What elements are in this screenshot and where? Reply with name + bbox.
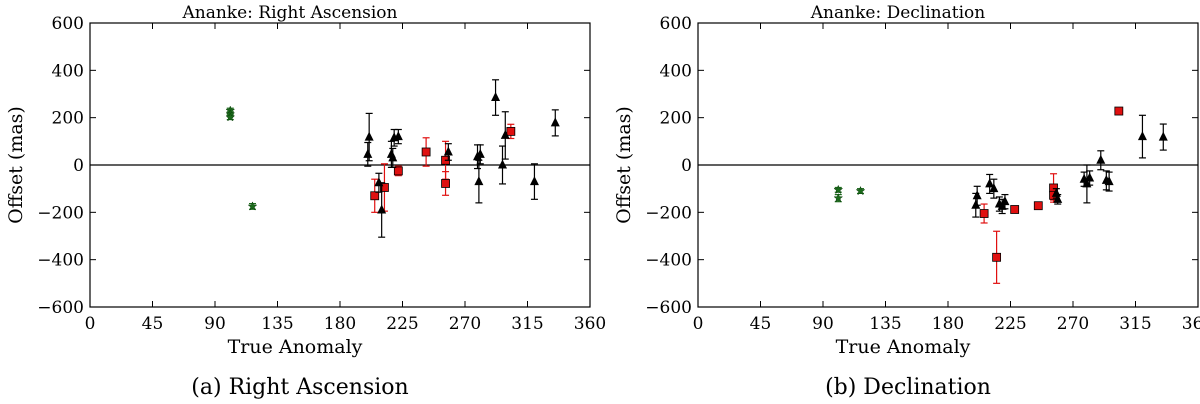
caption-declination: (b) Declination (825, 375, 991, 400)
x-tick-label: 270 (449, 314, 481, 334)
x-tick-label: 135 (869, 314, 901, 334)
black-triangle-point (443, 146, 453, 156)
x-tick-label: 360 (1182, 314, 1200, 334)
black-triangle-point (971, 199, 981, 209)
red-square-point (370, 191, 380, 201)
y-tick-label: −400 (645, 251, 692, 271)
y-tick-label: −400 (37, 251, 84, 271)
plot-frame (89, 22, 591, 308)
black-triangle-point (1137, 131, 1147, 141)
black-triangle-point (393, 131, 403, 141)
chart-right-ascension: Ananke: Right Ascension 0 45 90 135 180 225 270… (5, 3, 606, 358)
x-tick-label: 135 (261, 314, 293, 334)
y-axis-label: Offset (mas) (5, 106, 27, 224)
black-triangle-point (364, 131, 374, 141)
black-triangle-point (972, 190, 982, 200)
x-tick-label: 270 (1057, 314, 1089, 334)
y-tick-label: 400 (52, 61, 84, 81)
y-axis-label: Offset (mas) (613, 106, 635, 224)
y-tick-label: −200 (645, 203, 692, 223)
x-tick-label: 45 (750, 314, 772, 334)
red-square-point (506, 126, 516, 136)
red-square-point (421, 147, 431, 157)
black-triangle-point (474, 176, 484, 186)
black-triangle-point (491, 92, 501, 102)
x-tick-label: 0 (693, 314, 704, 334)
chart-declination: Ananke: Declination 0 45 90 135 180 225 270 315 3… (613, 3, 1200, 358)
chart-title: Ananke: Declination (810, 3, 985, 23)
x-tick-label: 180 (932, 314, 964, 334)
y-tick-label: −600 (37, 298, 84, 318)
x-axis-label: True Anomaly (836, 336, 971, 358)
x-tick-label: 90 (812, 314, 834, 334)
black-triangle-point (529, 176, 539, 186)
x-tick-label: 225 (386, 314, 418, 334)
plot-frame (697, 22, 1199, 308)
green-star-point (833, 184, 844, 195)
y-tick-label: 0 (73, 156, 84, 176)
black-triangle-point (498, 159, 507, 169)
y-tick-label: 200 (52, 109, 84, 129)
red-square-point (380, 183, 389, 192)
red-square-point (1114, 106, 1124, 116)
black-triangle-point (377, 204, 387, 214)
red-square-point (1010, 205, 1020, 214)
black-triangle-point (1104, 176, 1114, 186)
green-star-point (247, 201, 258, 211)
y-tick-label: 600 (52, 14, 84, 34)
x-tick-label: 315 (511, 314, 543, 334)
panel-declination: Ananke: Declination 0 45 90 135 180 225 270 315 3… (608, 0, 1200, 404)
black-triangle-point (388, 152, 398, 162)
black-triangle-point (1085, 172, 1095, 182)
x-tick-label: 360 (574, 314, 606, 334)
black-triangle-point (363, 148, 373, 158)
x-axis-label: True Anomaly (228, 336, 363, 358)
black-triangle-point (1158, 131, 1168, 141)
x-tick-label: 45 (142, 314, 164, 334)
chart-title: Ananke: Right Ascension (182, 3, 398, 23)
black-triangle-point (550, 117, 560, 127)
red-square-point (979, 209, 989, 218)
black-triangle-point (1096, 154, 1106, 164)
x-tick-label: 90 (204, 314, 226, 334)
red-square-point (441, 179, 450, 188)
green-star-point (855, 185, 866, 196)
x-tick-label: 315 (1119, 314, 1151, 334)
y-tick-label: 0 (681, 156, 692, 176)
y-tick-label: 600 (660, 14, 692, 34)
black-triangle-point (1053, 193, 1063, 203)
y-tick-label: 400 (660, 61, 692, 81)
red-square-point (393, 166, 403, 176)
caption-right-ascension: (a) Right Ascension (191, 375, 409, 400)
black-triangle-point (989, 183, 999, 193)
black-triangle-point (475, 148, 485, 158)
x-tick-label: 225 (994, 314, 1026, 334)
panel-right-ascension: Ananke: Right Ascension 0 45 90 135 180 225 270… (5, 3, 606, 400)
x-tick-label: 0 (85, 314, 96, 334)
red-square-point (992, 252, 1002, 262)
black-triangle-point (985, 178, 995, 188)
y-tick-label: −600 (645, 298, 692, 318)
green-star-point (833, 192, 844, 203)
red-square-point (1033, 201, 1043, 211)
black-triangle-point (1000, 196, 1010, 206)
black-triangle-point (500, 129, 510, 139)
x-tick-label: 180 (324, 314, 356, 334)
y-tick-label: −200 (37, 203, 84, 223)
y-tick-label: 200 (660, 109, 692, 129)
green-star-point (225, 111, 236, 122)
